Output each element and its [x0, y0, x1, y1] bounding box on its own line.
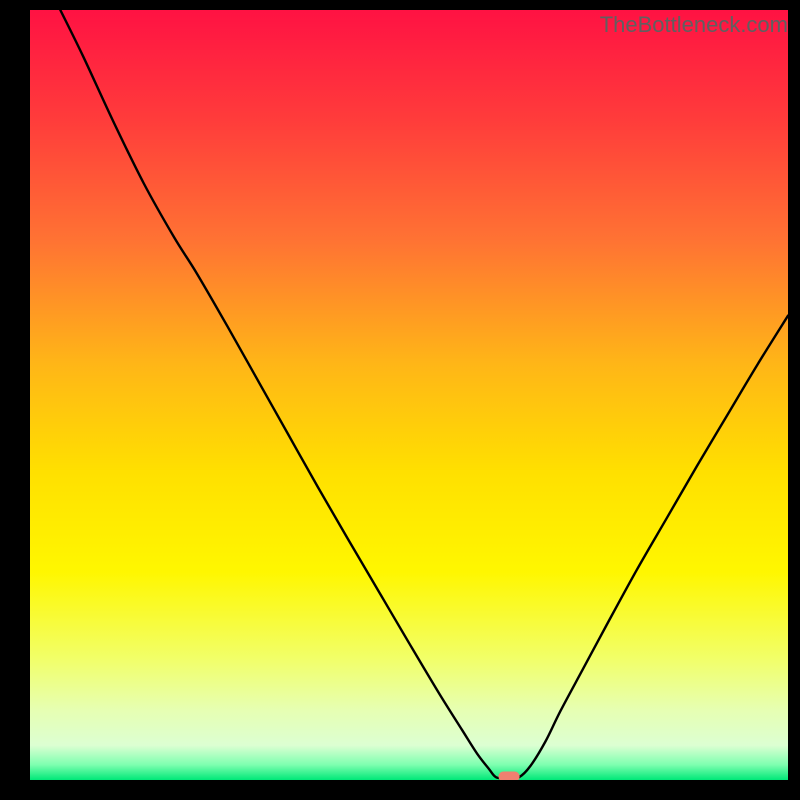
optimal-marker [498, 772, 519, 780]
chart-frame [0, 0, 800, 800]
plot-overlay [30, 10, 788, 780]
bottleneck-curve [60, 10, 788, 778]
plot-area [30, 10, 788, 780]
watermark-text: TheBottleneck.com [600, 12, 788, 38]
